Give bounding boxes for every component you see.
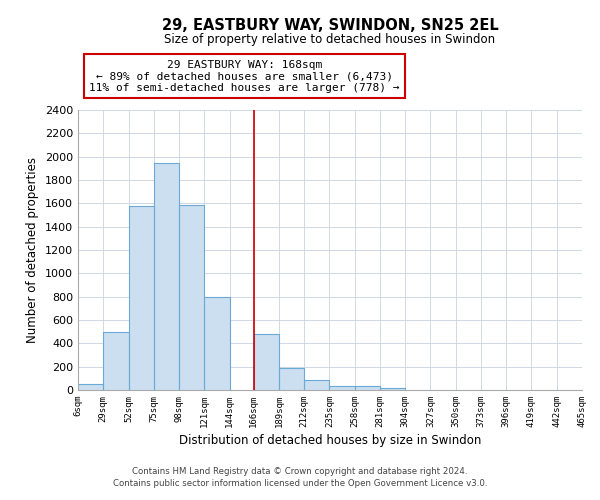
Text: Size of property relative to detached houses in Swindon: Size of property relative to detached ho…: [164, 32, 496, 46]
Text: 29 EASTBURY WAY: 168sqm
← 89% of detached houses are smaller (6,473)
11% of semi: 29 EASTBURY WAY: 168sqm ← 89% of detache…: [89, 60, 400, 93]
Y-axis label: Number of detached properties: Number of detached properties: [26, 157, 40, 343]
X-axis label: Distribution of detached houses by size in Swindon: Distribution of detached houses by size …: [179, 434, 481, 447]
Text: Contains HM Land Registry data © Crown copyright and database right 2024.
Contai: Contains HM Land Registry data © Crown c…: [113, 466, 487, 487]
Text: 29, EASTBURY WAY, SWINDON, SN25 2EL: 29, EASTBURY WAY, SWINDON, SN25 2EL: [161, 18, 499, 32]
